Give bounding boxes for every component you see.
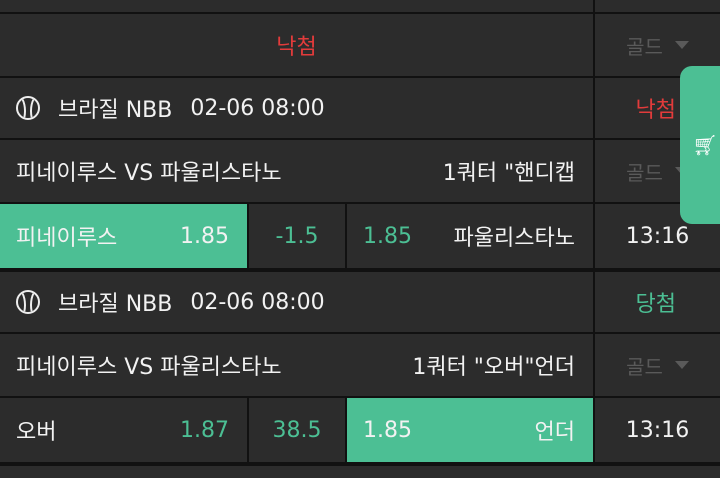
shopping-cart-icon: 🛒︎ (692, 133, 718, 157)
league-name: 브라질 NBB (58, 292, 173, 317)
bet-time: 13:16 (595, 204, 720, 268)
home-odds: 1.85 (180, 223, 229, 249)
grade-dropdown[interactable]: 골드 (595, 334, 720, 396)
matchup: 피네이루스 VS 파울리스타노 (16, 161, 282, 186)
game-header: 브라질 NBB 02-06 08:00 낙첨 (0, 78, 720, 138)
dropdown-label: 골드 (626, 34, 663, 59)
market-name: 1쿼터 "핸디캡 (442, 161, 575, 186)
away-label: 언더 (534, 420, 575, 445)
home-label: 피네이루스 (16, 226, 118, 251)
line-value: 38.5 (249, 398, 345, 462)
away-option[interactable]: 1.85 파울리스타노 (347, 204, 593, 268)
away-label: 파울리스타노 (453, 226, 575, 251)
basketball-icon (16, 290, 40, 314)
bet-row: 오버 1.87 38.5 1.85 언더 13:16 (0, 398, 720, 462)
league-name: 브라질 NBB (58, 98, 173, 123)
basketball-icon (16, 96, 40, 120)
home-option[interactable]: 피네이루스 1.85 (0, 204, 247, 268)
chevron-down-icon (674, 361, 689, 369)
dropdown-label: 골드 (626, 354, 663, 379)
bet-row: 피네이루스 1.85 -1.5 1.85 파울리스타노 13:16 (0, 204, 720, 268)
game-datetime: 02-06 08:00 (190, 289, 325, 315)
result-label: 낙첨 (0, 14, 593, 76)
result-label: 당첨 (595, 272, 720, 332)
market-name: 1쿼터 "오버"언더 (412, 355, 575, 380)
grade-dropdown[interactable]: 골드 (595, 14, 720, 76)
match-row: 피네이루스 VS 파울리스타노 1쿼터 "핸디캡 골드 (0, 140, 720, 202)
dropdown-label: 골드 (626, 160, 663, 185)
home-option[interactable]: 오버 1.87 (0, 398, 247, 462)
previous-row (0, 0, 720, 12)
bet-time: 13:16 (595, 398, 720, 462)
cart-button[interactable]: 🛒︎ (680, 66, 720, 224)
home-odds: 1.87 (180, 417, 229, 443)
next-row (0, 466, 720, 478)
chevron-down-icon (674, 41, 689, 49)
matchup: 피네이루스 VS 파울리스타노 (16, 355, 282, 380)
away-odds: 1.85 (363, 417, 412, 443)
away-odds: 1.85 (363, 223, 412, 249)
game-datetime: 02-06 08:00 (190, 95, 325, 121)
away-option[interactable]: 1.85 언더 (347, 398, 593, 462)
status-row: 낙첨 골드 (0, 14, 720, 76)
home-label: 오버 (16, 420, 57, 445)
line-value: -1.5 (249, 204, 345, 268)
match-row: 피네이루스 VS 파울리스타노 1쿼터 "오버"언더 골드 (0, 334, 720, 396)
game-header: 브라질 NBB 02-06 08:00 당첨 (0, 272, 720, 332)
